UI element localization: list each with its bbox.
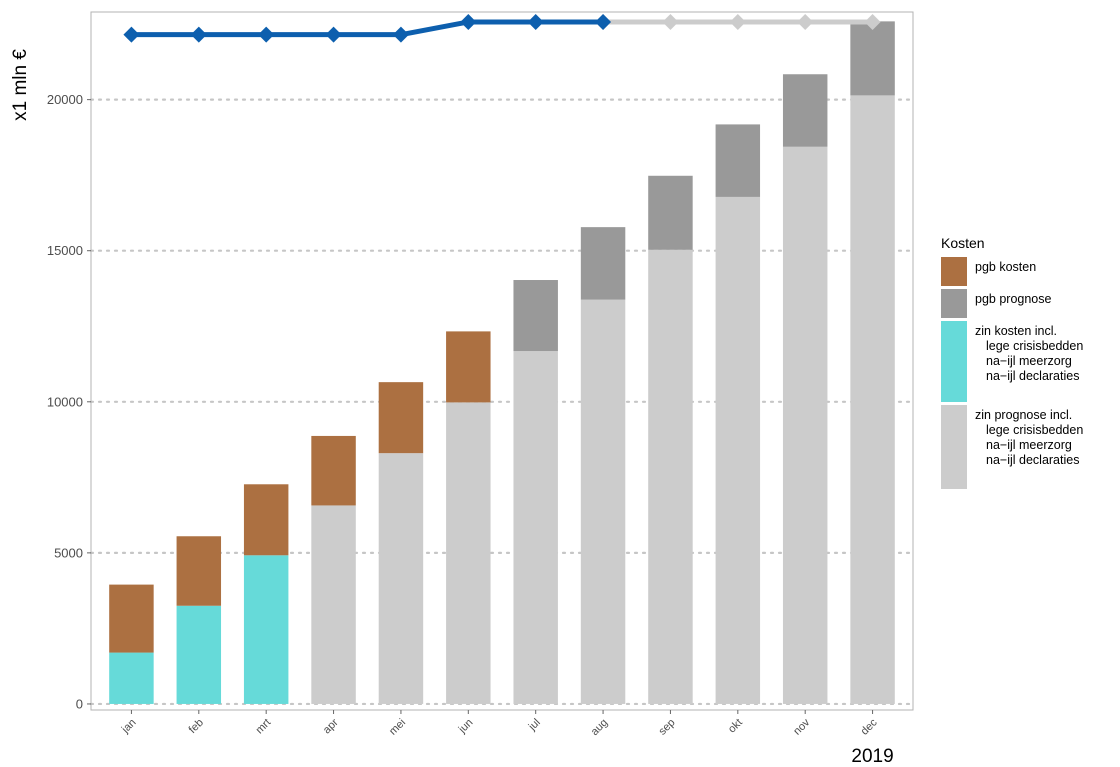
bar-segment [446, 331, 491, 403]
x-tick-label: jul [526, 717, 543, 734]
bar-segment [715, 124, 761, 197]
bar-segment [782, 146, 828, 704]
y-tick-label: 15000 [47, 243, 83, 258]
y-axis-ticks: 0 5000 10000 15000 20000 [47, 92, 91, 711]
plot-panel-border [90, 11, 914, 711]
x-tick-label: aug [589, 717, 610, 738]
bar-segment [715, 196, 761, 704]
bar-segment [513, 280, 558, 352]
bar-segment [109, 584, 154, 653]
line-point-marker [190, 26, 207, 43]
y-tick-label: 20000 [47, 92, 83, 107]
line-point-marker [662, 13, 679, 30]
x-tick-label: feb [187, 717, 206, 736]
bar-segment [850, 95, 895, 704]
bar-segment [648, 175, 693, 250]
line-point-marker [258, 26, 275, 43]
x-axis-ticks: jan feb mrt apr mei jun jul aug sep okt nov dec [119, 710, 880, 738]
x-tick-label: okt [726, 717, 745, 736]
y-tick-label: 5000 [54, 545, 83, 560]
grid-lines [89, 98, 915, 706]
x-tick-label: apr [321, 716, 341, 736]
bar-segment [243, 484, 289, 556]
bar-segment [311, 435, 356, 506]
bar-segment [243, 555, 289, 704]
x-axis-title: 2019 [851, 746, 893, 767]
line-point-marker [729, 13, 746, 30]
bar-segment [176, 536, 222, 606]
bar-segment [782, 74, 828, 147]
bar-segment [176, 605, 222, 704]
legend-key [941, 405, 967, 489]
legend-key [941, 289, 967, 318]
legend-key [941, 257, 967, 286]
legend-label: zin prognose incl. lege crisisbedden na−ij… [975, 408, 1083, 467]
line-point-marker [527, 13, 544, 30]
x-tick-label: jun [456, 717, 476, 737]
line-point-marker [123, 26, 140, 43]
line-point-marker [392, 26, 409, 43]
x-tick-label: mrt [254, 717, 274, 737]
legend-label: zin kosten incl. lege crisisbedden na−ijl … [975, 324, 1083, 383]
line-point-marker [460, 13, 477, 30]
line-point-marker [864, 13, 881, 30]
bar-segment [648, 249, 693, 704]
bar-segment [378, 453, 424, 704]
y-tick-label: 10000 [47, 394, 83, 409]
x-tick-label: jan [119, 717, 139, 737]
bar-segment [580, 227, 626, 300]
line-point-marker [325, 26, 342, 43]
bars [109, 21, 895, 704]
legend-title: Kosten [941, 235, 985, 251]
x-tick-label: sep [657, 717, 678, 738]
y-tick-label: 0 [76, 696, 83, 711]
bar-segment [513, 351, 558, 704]
y-axis-title: x1 mln € [10, 49, 31, 121]
line-point-marker [797, 13, 814, 30]
legend: Kosten pgb kosten pgb prognose zin kosten … [941, 235, 1083, 489]
bar-segment [311, 505, 356, 704]
line-point-marker [595, 13, 612, 30]
bar-segment [446, 402, 491, 704]
budget-line-realised [131, 19, 604, 38]
budget-lines [123, 13, 881, 43]
legend-label: pgb prognose [975, 292, 1052, 306]
bar-segment [109, 652, 154, 704]
x-tick-label: dec [859, 716, 880, 737]
legend-label: pgb kosten [975, 260, 1036, 274]
bar-segment [580, 299, 626, 704]
bar-segment [850, 21, 895, 96]
legend-key [941, 321, 967, 402]
bar-segment [378, 382, 424, 454]
x-tick-label: mei [387, 717, 408, 738]
x-tick-label: nov [791, 716, 812, 737]
